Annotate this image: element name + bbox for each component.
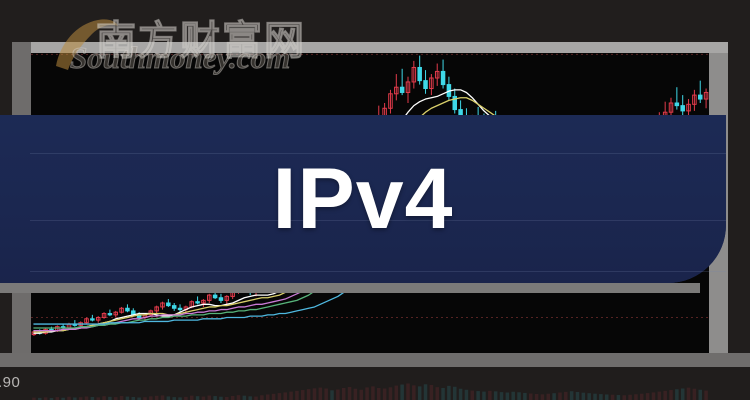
title-overlay-gradient [0, 115, 726, 283]
overlay-gridline [30, 153, 726, 154]
page-title-text: IPv4 [272, 151, 454, 247]
bottom-panel [0, 367, 750, 400]
overlay-bottom-gray-strip [0, 283, 700, 293]
lower-gray-strip [0, 353, 750, 367]
volume-chart-svg [32, 383, 708, 400]
volume-panel [31, 367, 709, 400]
overlay-gridline [30, 220, 726, 221]
page-title: IPv4 [0, 115, 726, 283]
title-overlay-band [0, 115, 726, 283]
chart-frame-top-bar [12, 42, 728, 53]
y-axis-price-label: .90 [0, 374, 21, 391]
overlay-gridline [30, 271, 726, 272]
